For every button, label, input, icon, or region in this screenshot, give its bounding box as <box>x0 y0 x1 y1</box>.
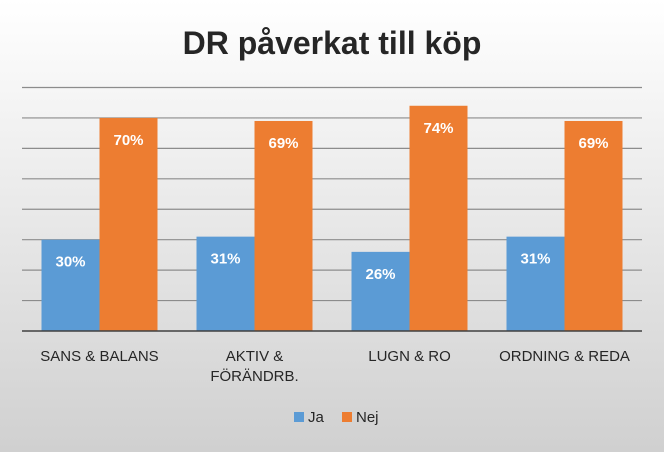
x-axis-labels: SANS & BALANS AKTIV & FÖRÄNDRB. LUGN & RO OR… <box>40 348 630 385</box>
legend-swatch-nej <box>342 412 352 422</box>
legend-label-nej: Nej <box>356 409 379 426</box>
legend: Ja Nej <box>294 409 379 426</box>
data-label: 31% <box>210 251 240 268</box>
chart-title: DR påverkat till köp <box>183 25 482 61</box>
data-label: 69% <box>578 135 608 152</box>
bar-ja <box>506 236 565 331</box>
legend-swatch-ja <box>294 412 304 422</box>
data-label: 69% <box>268 135 298 152</box>
data-label: 74% <box>423 120 453 137</box>
data-label: 26% <box>365 266 395 283</box>
legend-label-ja: Ja <box>308 409 325 426</box>
bars <box>22 105 642 332</box>
data-label: 30% <box>55 254 85 271</box>
bar-nej <box>564 120 623 331</box>
bar-nej <box>99 117 158 331</box>
data-label: 70% <box>113 132 143 149</box>
x-tick-label: SANS & BALANS <box>40 348 158 365</box>
bar-ja <box>196 236 255 331</box>
bar-nej <box>409 105 468 331</box>
data-labels: 30% 70% 31% 69% 26% 74% 31% 69% <box>55 120 608 283</box>
bar-nej <box>254 120 313 331</box>
bar-ja <box>41 239 100 331</box>
x-tick-label: AKTIV & FÖRÄNDRB. <box>210 348 298 385</box>
data-label: 31% <box>520 251 550 268</box>
x-tick-label: ORDNING & REDA <box>499 348 630 365</box>
x-tick-label: LUGN & RO <box>368 348 451 365</box>
bar-ja <box>351 251 410 331</box>
